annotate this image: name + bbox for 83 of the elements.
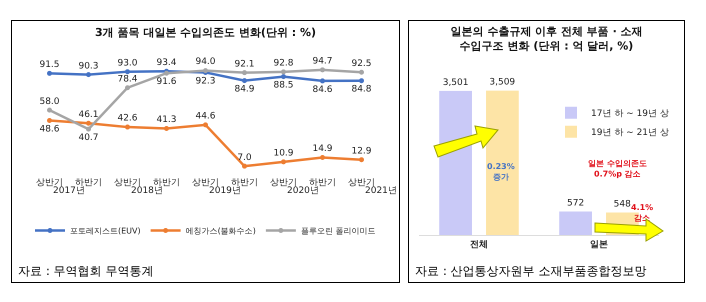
point [86,72,91,78]
data-label: 91.6 [156,77,177,88]
point [164,126,169,131]
data-label: 92.1 [234,59,255,70]
legend-label: 포토레지스트(EUV) [70,226,141,236]
point [203,122,208,128]
point [359,78,364,84]
point [47,118,52,123]
point [86,126,91,132]
x-tick-label: 상반기 [270,178,297,188]
x-tick-label: 일본 [590,240,608,250]
point [242,70,247,76]
data-label: 3,501 [442,78,468,88]
data-label: 84.9 [234,84,255,94]
legend-label: 에칭가스(불화수소) [186,226,256,236]
data-label: 92.3 [195,76,216,86]
x-tick-label: 상반기 [192,178,219,188]
x-tick-label: 상반기 [114,178,141,188]
data-label: 12.9 [351,146,372,156]
data-label: 92.5 [351,58,372,69]
point [320,78,325,84]
data-label: 572 [567,198,584,208]
point [281,159,286,164]
data-label: 548 [614,199,632,210]
text: 2020년 [287,186,319,196]
text: 2018년 [131,186,163,196]
text: 자료 : 무역협회 무역통계 [18,263,154,280]
data-label: 3,509 [489,78,516,88]
data-label: 90.3 [78,61,99,72]
point [125,124,130,130]
x-tick-label: 전체 [470,240,488,250]
point [125,85,130,90]
data-label: 84.6 [312,84,333,95]
data-label: 40.7 [78,133,99,144]
point [47,108,52,113]
point [359,70,364,75]
data-label: 10.9 [273,148,294,159]
data-label: 7.0 [237,152,252,163]
annotation: 0.23% 증가 [487,162,515,182]
data-label: 58.0 [39,96,60,107]
point [281,74,286,80]
data-label: 93.4 [156,58,177,68]
legend-label: 플루오린 폴리이미드 [300,226,376,236]
chart-title: 일본의 수출규제 이후 전체 부품 · 소재 수입구조 변화 (단위 : 억 달러, %) [450,25,643,52]
x-tick-label: 하반기 [153,178,180,188]
x-tick-label: 상반기 [36,178,63,188]
point [242,164,247,169]
data-label: 14.9 [312,144,333,154]
data-label: 93.0 [117,58,138,68]
point [359,157,364,162]
data-label: 94.7 [312,56,333,66]
text: 2019년 [209,186,241,196]
text: 자료 : 산업통상자원부 소재부품종합정보망 [415,263,646,280]
legend-label: 17년 하 ~ 19년 상 [591,109,669,120]
data-label: 41.3 [156,115,177,126]
point [125,69,130,74]
data-label: 44.6 [195,111,216,122]
text: 2021년 [365,186,397,196]
text: 2017년 [53,186,85,196]
chart-title: 3개 품목 대일본 수입의존도 변화(단위 : %) [94,26,316,39]
data-label: 91.5 [39,60,60,70]
data-label: 92.8 [273,58,294,69]
x-tick-label: 하반기 [309,178,336,188]
point [320,155,325,160]
data-label: 78.4 [117,74,138,84]
x-tick-label: 상반기 [348,178,375,188]
legend-label: 19년 하 ~ 21년 상 [591,128,669,138]
point [281,69,286,74]
data-label: 84.8 [351,84,372,95]
point [86,120,91,126]
point [47,70,52,76]
data-label: 48.6 [39,124,60,134]
x-tick-label: 하반기 [231,178,258,188]
data-label: 42.6 [117,114,138,124]
data-label: 46.1 [78,110,99,120]
annotation: 일본 수입의존도 0.7%p 감소 [588,159,647,178]
data-label: 94.0 [195,57,216,68]
point [320,67,325,72]
bar [559,211,592,235]
point [242,78,247,84]
bar [486,90,519,235]
data-label: 88.5 [273,80,294,91]
x-tick-label: 하반기 [75,178,102,188]
